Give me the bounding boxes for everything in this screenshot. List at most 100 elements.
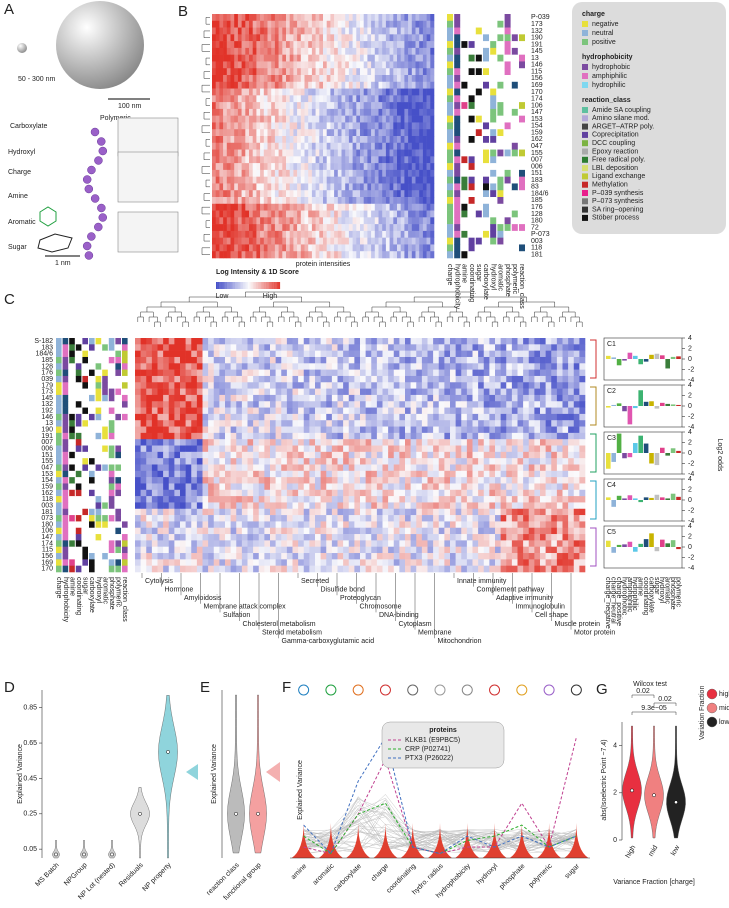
heatmap-cell bbox=[348, 190, 353, 198]
annotation-cell bbox=[468, 156, 475, 164]
heatmap-cell bbox=[320, 483, 327, 491]
heatmap-cell bbox=[371, 210, 376, 218]
heatmap-cell bbox=[356, 95, 361, 103]
heatmap-cell bbox=[293, 149, 298, 157]
annotation-cell bbox=[519, 129, 525, 137]
heatmap-cell bbox=[225, 483, 231, 491]
heatmap-cell bbox=[270, 350, 276, 358]
annotation-cell bbox=[497, 197, 504, 205]
heatmap-cell bbox=[237, 244, 242, 252]
heatmap-cell bbox=[253, 407, 260, 415]
heatmap-cell bbox=[219, 426, 226, 434]
colorbar-cell bbox=[268, 282, 271, 289]
heatmap-cell bbox=[226, 197, 231, 205]
heatmap-cell bbox=[286, 102, 290, 110]
heatmap-cell bbox=[286, 451, 293, 459]
colorbar-cell bbox=[230, 282, 233, 289]
heatmap-cell bbox=[230, 88, 235, 96]
heatmap-cell bbox=[371, 483, 378, 491]
heatmap-cell bbox=[278, 142, 283, 150]
heatmap-cell bbox=[174, 477, 181, 484]
heatmap-cell bbox=[278, 217, 283, 225]
heatmap-cell bbox=[422, 34, 427, 42]
annotation-cell bbox=[504, 149, 511, 157]
heatmap-cell bbox=[309, 426, 316, 434]
heatmap-cell bbox=[354, 401, 361, 408]
heatmap-cell bbox=[579, 344, 586, 351]
heatmap-cell bbox=[258, 483, 265, 491]
heatmap-cell bbox=[356, 108, 361, 116]
heatmap-cell bbox=[438, 350, 445, 358]
heatmap-cell bbox=[326, 136, 331, 144]
annotation-cell bbox=[497, 14, 504, 22]
heatmap-cell bbox=[282, 210, 287, 218]
heatmap-cell bbox=[168, 489, 175, 497]
heatmap-cell bbox=[410, 356, 417, 364]
heatmap-cell bbox=[444, 382, 451, 389]
heatmap-cell bbox=[360, 464, 366, 472]
heatmap-cell bbox=[562, 439, 569, 446]
row-label: 118 bbox=[531, 245, 542, 252]
annotation-cell bbox=[461, 129, 468, 137]
heatmap-cell bbox=[303, 394, 310, 402]
heatmap-cell bbox=[483, 375, 490, 383]
heatmap-cell bbox=[263, 203, 268, 211]
heatmap-cell bbox=[371, 122, 376, 130]
heatmap-cell bbox=[393, 163, 398, 171]
heatmap-cell bbox=[348, 203, 353, 211]
annotation-cell bbox=[483, 122, 489, 130]
heatmap-cell bbox=[416, 470, 423, 478]
heatmap-cell bbox=[260, 142, 265, 150]
row-label: 173 bbox=[41, 389, 53, 396]
heatmap-cell bbox=[202, 489, 209, 497]
heatmap-cell bbox=[367, 210, 372, 218]
heatmap-cell bbox=[191, 489, 198, 497]
heatmap-cell bbox=[376, 350, 383, 358]
heatmap-cell bbox=[348, 14, 353, 22]
heatmap-cell bbox=[249, 217, 253, 225]
heatmap-cell bbox=[275, 382, 282, 389]
heatmap-cell bbox=[478, 350, 485, 358]
heatmap-cell bbox=[363, 115, 368, 123]
heatmap-cell bbox=[286, 432, 293, 440]
heatmap-cell bbox=[348, 156, 353, 164]
heatmap-cell bbox=[286, 190, 290, 198]
heatmap-cell bbox=[326, 251, 331, 259]
heatmap-cell bbox=[385, 47, 390, 55]
heatmap-cell bbox=[275, 407, 282, 415]
column-label: coordinating bbox=[468, 264, 475, 302]
row-label: 153 bbox=[531, 116, 543, 123]
heatmap-cell bbox=[337, 169, 342, 177]
heatmap-cell bbox=[389, 169, 394, 177]
heatmap-cell bbox=[419, 27, 424, 35]
heatmap-cell bbox=[274, 142, 279, 150]
heatmap-cell bbox=[247, 483, 254, 491]
heatmap-cell bbox=[489, 401, 496, 408]
annotation-cell bbox=[490, 237, 497, 245]
mechanism-box bbox=[117, 151, 179, 203]
heatmap-cell bbox=[241, 149, 246, 157]
heatmap-cell bbox=[422, 54, 427, 62]
heatmap-cell bbox=[430, 183, 435, 191]
heatmap-cell bbox=[174, 394, 181, 402]
heatmap-cell bbox=[146, 483, 153, 491]
heatmap-cell bbox=[360, 382, 366, 389]
heatmap-cell bbox=[304, 47, 309, 55]
heatmap-cell bbox=[140, 375, 147, 383]
heatmap-cell bbox=[303, 477, 310, 484]
heatmap-cell bbox=[140, 338, 147, 345]
heatmap-cell bbox=[404, 203, 409, 211]
heatmap-cell bbox=[433, 375, 440, 383]
heatmap-cell bbox=[472, 344, 479, 351]
heatmap-cell bbox=[378, 230, 383, 238]
annotation-cell bbox=[475, 244, 482, 252]
heatmap-cell bbox=[249, 81, 253, 89]
heatmap-cell bbox=[226, 149, 231, 157]
heatmap-cell bbox=[444, 439, 451, 446]
heatmap-cell bbox=[252, 176, 257, 184]
heatmap-cell bbox=[330, 122, 335, 130]
heatmap-cell bbox=[433, 369, 440, 377]
heatmap-cell bbox=[466, 394, 473, 402]
heatmap-cell bbox=[330, 156, 335, 164]
heatmap-cell bbox=[343, 388, 350, 396]
